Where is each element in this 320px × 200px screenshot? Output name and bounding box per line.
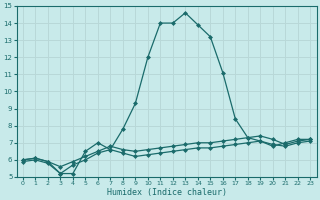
- X-axis label: Humidex (Indice chaleur): Humidex (Indice chaleur): [107, 188, 227, 197]
